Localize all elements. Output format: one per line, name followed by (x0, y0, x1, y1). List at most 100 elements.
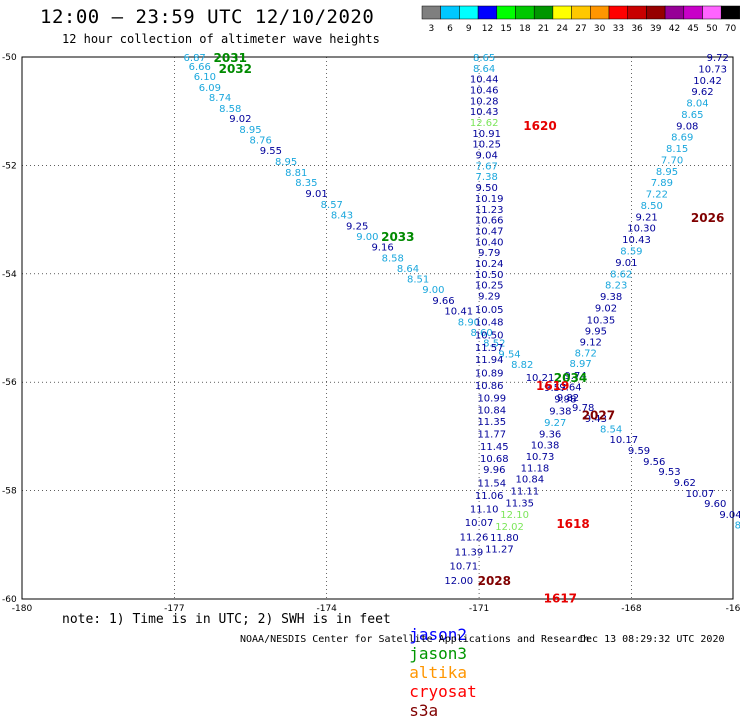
wave-height-value: 10.84 (477, 405, 506, 416)
wave-height-value: 9.04 (719, 510, 740, 521)
wave-height-value: 9.16 (371, 243, 393, 254)
wave-height-value: 8.15 (666, 144, 688, 155)
wave-height-value: 6.66 (189, 62, 211, 73)
wave-height-value: 9.02 (229, 114, 251, 125)
wave-height-value: 8.23 (605, 281, 627, 292)
wave-height-value: 9.59 (628, 446, 650, 457)
wave-height-value: 10.48 (475, 317, 504, 328)
x-tick-label: -180 (12, 604, 33, 614)
wave-height-value: 11.11 (510, 487, 539, 498)
wave-height-value: 9.98 (554, 394, 576, 405)
wave-height-value: 12.10 (500, 510, 529, 521)
wave-height-value: 8.65 (473, 53, 495, 64)
altimeter-map-plot: -180 -177 -174 -171 -168 -16 -50 -52 -54 -56 -58 -6… (2, 51, 740, 614)
wave-height-value: 10.43 (470, 107, 499, 118)
wave-height-value: 8.60 (470, 328, 492, 339)
color-bin-label: 70 (725, 24, 737, 34)
wave-height-value: 9.95 (585, 327, 607, 338)
satellite-legend-item-jason3: jason3 (409, 644, 468, 663)
wave-height-value: 8.54 (600, 424, 622, 435)
color-bin-label: 15 (500, 24, 511, 34)
wave-height-value: 10.41 (444, 307, 473, 318)
wave-height-value: 12.62 (470, 118, 499, 129)
wave-height-value: 10.28 (470, 96, 499, 107)
satellite-legend-item-altika: altika (409, 663, 468, 682)
wave-height-value: 9.55 (260, 146, 282, 157)
wave-height-value: 8.58 (219, 104, 241, 115)
wave-height-value: 7.70 (661, 155, 683, 166)
color-bin-label: 50 (706, 24, 718, 34)
wave-height-value: 9.38 (549, 406, 571, 417)
wave-height-value: 8.74 (209, 93, 231, 104)
wave-height-value: 9.27 (544, 418, 566, 429)
wave-height-value: 10.50 (475, 331, 504, 342)
wave-height-value: 8.58 (382, 254, 404, 265)
wave-height-value: 8.62 (610, 269, 632, 280)
generated-timestamp: Dec 13 08:29:32 UTC 2020 (580, 634, 725, 645)
color-bin-label: 42 (669, 24, 680, 34)
wave-height-value: 8.57 (321, 200, 343, 211)
wave-height-value: 8.95 (239, 125, 261, 136)
wave-height-value: 10.86 (475, 381, 504, 392)
wave-height-value: 10.66 (475, 216, 504, 227)
color-bin-label: 27 (575, 24, 586, 34)
wave-height-value: 10.05 (475, 305, 504, 316)
pass-id-label: 2026 (691, 211, 724, 225)
wave-height-value: 9.96 (483, 465, 505, 476)
pass-id-label: 2027 (582, 409, 615, 423)
footer-note: note: 1) Time is in UTC; 2) SWH is in fe… (62, 612, 391, 627)
wave-height-value: 8.90 (458, 317, 480, 328)
wave-height-value: 11.57 (475, 343, 504, 354)
wave-height-value: 10.17 (609, 435, 638, 446)
wave-height-value: 9.02 (595, 303, 617, 314)
x-tick-label: -168 (621, 604, 642, 614)
color-bin-label: 6 (447, 24, 453, 34)
wave-height-value: 9.72 (707, 53, 729, 64)
wave-height-value: 8.64 (397, 264, 419, 275)
wave-height-value: 10.73 (698, 64, 727, 75)
y-tick-label: -52 (2, 161, 17, 171)
wave-height-value: 8.04 (686, 99, 708, 110)
color-bin-label: 36 (631, 24, 643, 34)
wave-height-value: 8.69 (671, 133, 693, 144)
wave-height-value: 10.68 (480, 454, 509, 465)
wave-height-value: 8.95 (656, 167, 678, 178)
wave-height-value: 9.38 (600, 292, 622, 303)
wave-height-value: 7.38 (476, 172, 498, 183)
wave-height-value: 11.06 (475, 491, 504, 502)
wave-height-value: 8.52 (483, 339, 505, 350)
wave-height-value: 9.00 (422, 285, 444, 296)
wave-height-value: 9.62 (691, 87, 713, 98)
wave-height-value: 11.94 (475, 355, 504, 366)
pass-id-label: 1620 (523, 119, 556, 133)
wave-height-value: 9.04 (476, 151, 498, 162)
wave-height-value: 11.39 (455, 547, 484, 558)
wave-height-value: 9.82 (557, 393, 579, 404)
wave-height-value: 10.30 (627, 224, 656, 235)
y-tick-label: -60 (2, 595, 17, 605)
wave-height-value: 10.50 (475, 270, 504, 281)
pass-id-label: 1618 (556, 517, 589, 531)
wave-height-value: 9.54 (498, 349, 520, 360)
x-tick-label: -174 (316, 604, 337, 614)
wave-height-value: 11.45 (480, 442, 509, 453)
wave-height-value: 9.01 (615, 258, 637, 269)
wave-height-value: 8.51 (407, 275, 429, 286)
color-bin-label: 3 (428, 24, 434, 34)
wave-height-value: 9.57 (544, 383, 566, 394)
wave-height-value: 8.65 (681, 110, 703, 121)
satellite-legend-item-jason2: jason2 (409, 625, 468, 644)
wave-height-value: 10.44 (470, 75, 499, 86)
wave-height-value: 10.25 (472, 140, 501, 151)
wave-height-value: 9.66 (432, 296, 454, 307)
wave-height-value: 9.78 (572, 403, 594, 414)
color-bin-label: 21 (538, 24, 549, 34)
credit-text: NOAA/NESDIS Center for Satellite Applica… (240, 634, 590, 645)
pass-id-label: 2032 (219, 62, 252, 76)
y-tick-label: -50 (2, 53, 17, 63)
wave-height-value: 11.54 (477, 478, 506, 489)
wave-height-value: 9.64 (559, 383, 581, 394)
wave-height-value: 8.35 (295, 178, 317, 189)
color-bin-label: 18 (519, 24, 531, 34)
